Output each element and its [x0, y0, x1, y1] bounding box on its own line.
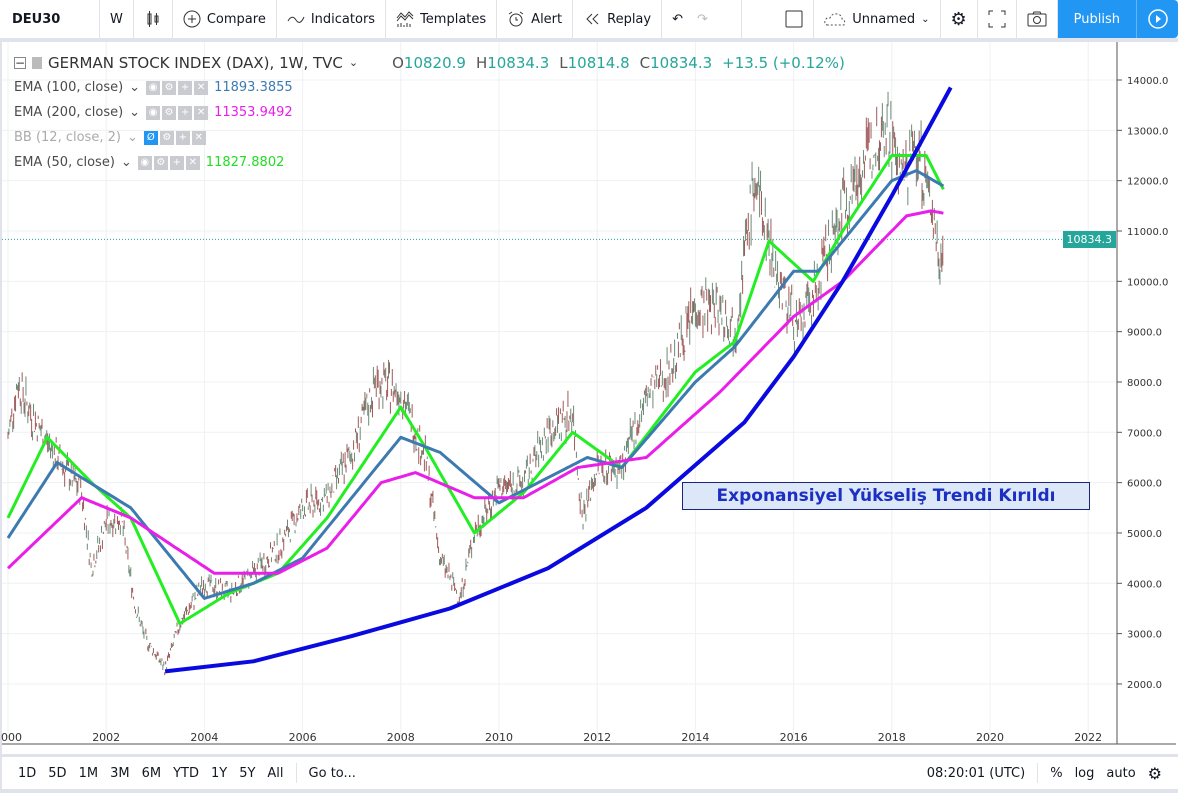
- indicator-wave-icon: [287, 16, 305, 23]
- undo-redo: ↶ ↷: [662, 0, 743, 38]
- play-circle-icon: [1147, 9, 1168, 29]
- flag-icon: [32, 56, 42, 69]
- alert-label: Alert: [531, 11, 563, 27]
- rewind-icon: [586, 13, 599, 25]
- fullscreen-button[interactable]: [978, 0, 1017, 38]
- chevron-down-icon: ⌄: [921, 13, 930, 25]
- plus-icon: +: [175, 130, 190, 145]
- bottom-toolbar: 1D 5D 1M 3M 6M YTD 1Y 5Y All Go to... 08…: [2, 757, 1178, 789]
- range-3m[interactable]: 3M: [110, 765, 130, 781]
- chart-legend: − GERMAN STOCK INDEX (DAX), 1W, TVC ⌄ O10…: [14, 50, 845, 175]
- settings-button[interactable]: ⚙: [941, 0, 978, 38]
- plus-circle-icon: [183, 10, 201, 28]
- gear-icon: ⚙: [162, 105, 177, 120]
- log-toggle[interactable]: log: [1074, 765, 1095, 781]
- indicators-label: Indicators: [310, 11, 376, 27]
- layout-dropdown[interactable]: Unnamed ⌄: [814, 0, 941, 38]
- square-icon: [785, 10, 803, 28]
- symbol-title[interactable]: GERMAN STOCK INDEX (DAX), 1W, TVC: [48, 53, 343, 72]
- range-1y[interactable]: 1Y: [210, 765, 228, 781]
- alert-button[interactable]: Alert: [497, 0, 574, 38]
- undo-icon[interactable]: ↶: [672, 11, 684, 27]
- alarm-clock-icon: [508, 11, 524, 27]
- publish-button[interactable]: Publish: [1057, 0, 1136, 38]
- chart-type-button[interactable]: [134, 0, 173, 38]
- hidden-eye-icon: Ø: [143, 130, 158, 145]
- indicator-controls[interactable]: ◉ ⚙ + ✕: [137, 155, 200, 170]
- symbol-search[interactable]: DEU30: [0, 0, 100, 38]
- goto-button[interactable]: Go to...: [308, 765, 356, 781]
- price-change: +13.5 (+0.12%): [722, 53, 845, 72]
- compare-button[interactable]: Compare: [173, 0, 277, 38]
- eye-icon: ◉: [146, 105, 161, 120]
- cloud-icon: [824, 13, 846, 26]
- candlestick-icon: [147, 11, 159, 27]
- gear-icon: ⚙: [159, 130, 174, 145]
- templates-label: Templates: [420, 11, 487, 27]
- range-5y[interactable]: 5Y: [239, 765, 256, 781]
- range-6m[interactable]: 6M: [141, 765, 162, 781]
- trend-annotation[interactable]: Exponansiyel Yükseliş Trendi Kırıldı: [682, 482, 1090, 510]
- plus-icon: +: [178, 105, 193, 120]
- chevron-down-icon[interactable]: ⌄: [348, 56, 359, 69]
- camera-icon: [1027, 11, 1047, 27]
- templates-button[interactable]: Templates: [386, 0, 498, 38]
- gear-icon: ⚙: [162, 80, 177, 95]
- replay-label: Replay: [607, 11, 652, 27]
- auto-toggle[interactable]: auto: [1106, 765, 1136, 781]
- gear-icon: ⚙: [153, 155, 168, 170]
- ohlc-values: O10820.9 H10834.3 L10814.8 C10834.3 +13.…: [392, 53, 845, 72]
- eye-icon: ◉: [137, 155, 152, 170]
- rectangle-button[interactable]: [775, 0, 815, 38]
- indicator-ema-50[interactable]: EMA (50, close) ⌄ ◉ ⚙ + ✕ 11827.8802: [14, 155, 285, 170]
- snapshot-button[interactable]: [1017, 0, 1058, 38]
- close-icon: ✕: [194, 80, 209, 95]
- range-all[interactable]: All: [267, 765, 284, 781]
- range-1m[interactable]: 1M: [78, 765, 99, 781]
- indicator-ema-100[interactable]: EMA (100, close) ⌄ ◉ ⚙ + ✕ 11893.3855: [14, 80, 293, 95]
- range-ytd[interactable]: YTD: [173, 765, 199, 781]
- compare-label: Compare: [206, 11, 266, 27]
- top-toolbar: DEU30 W Compare Indicators Templates Ale…: [0, 0, 1178, 38]
- layout-name: Unnamed: [852, 11, 916, 27]
- indicator-bb[interactable]: BB (12, close, 2) ⌄ Ø ⚙ + ✕: [14, 125, 845, 150]
- indicators-button[interactable]: Indicators: [277, 0, 387, 38]
- indicator-controls[interactable]: Ø ⚙ + ✕: [143, 130, 206, 145]
- play-button[interactable]: [1136, 0, 1178, 38]
- interval-button[interactable]: W: [100, 0, 134, 38]
- replay-button[interactable]: Replay: [573, 0, 663, 38]
- indicator-controls[interactable]: ◉ ⚙ + ✕: [146, 105, 209, 120]
- range-5d[interactable]: 5D: [48, 765, 67, 781]
- collapse-legend-icon[interactable]: −: [14, 55, 26, 70]
- last-price-label: 10834.3: [1062, 231, 1116, 248]
- close-icon: ✕: [185, 155, 200, 170]
- close-icon: ✕: [194, 105, 209, 120]
- gear-icon: ⚙: [950, 8, 967, 30]
- indicator-ema-200[interactable]: EMA (200, close) ⌄ ◉ ⚙ + ✕ 11353.9492: [14, 105, 293, 120]
- fullscreen-icon: [988, 10, 1006, 28]
- redo-icon[interactable]: ↷: [697, 11, 708, 27]
- eye-icon: ◉: [146, 80, 161, 95]
- percent-toggle[interactable]: %: [1050, 765, 1063, 781]
- templates-icon: [396, 11, 414, 27]
- plus-icon: +: [169, 155, 184, 170]
- clock-timezone[interactable]: 08:20:01 (UTC): [926, 765, 1026, 781]
- plus-icon: +: [178, 80, 193, 95]
- gear-icon[interactable]: ⚙: [1147, 763, 1162, 783]
- range-1d[interactable]: 1D: [18, 765, 37, 781]
- indicator-controls[interactable]: ◉ ⚙ + ✕: [146, 80, 209, 95]
- close-icon: ✕: [191, 130, 206, 145]
